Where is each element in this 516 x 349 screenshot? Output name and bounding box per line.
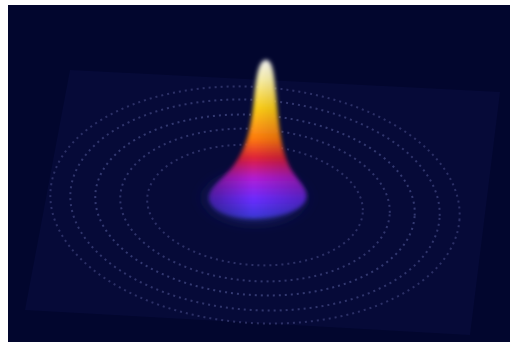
peak-shading [209, 60, 306, 219]
ring [119, 127, 391, 283]
